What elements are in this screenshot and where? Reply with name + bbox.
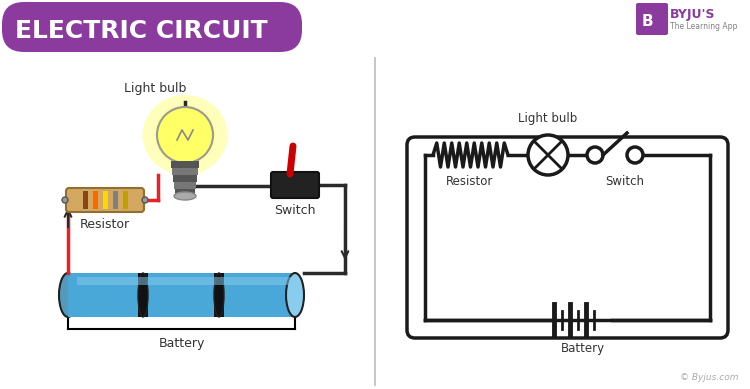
FancyBboxPatch shape [66,188,144,212]
Ellipse shape [138,273,148,317]
Bar [175,189,195,196]
Circle shape [157,107,213,163]
FancyBboxPatch shape [271,172,319,198]
Ellipse shape [214,273,224,317]
Bar [93,191,98,209]
Text: Light bulb: Light bulb [518,112,578,125]
Bar [113,191,118,209]
Text: © Byjus.com: © Byjus.com [680,373,738,382]
FancyBboxPatch shape [2,2,302,52]
Bar [174,182,196,189]
Circle shape [528,135,568,175]
Ellipse shape [59,273,77,317]
Circle shape [587,147,603,163]
Bar [171,161,199,168]
Text: ELECTRIC CIRCUIT: ELECTRIC CIRCUIT [15,19,268,43]
Bar [138,273,148,317]
Ellipse shape [142,95,227,175]
Text: Resistor: Resistor [80,218,130,231]
Bar [68,273,295,317]
Text: Resistor: Resistor [446,175,494,188]
Bar [123,191,128,209]
FancyBboxPatch shape [636,3,668,35]
Text: B: B [642,14,653,28]
FancyBboxPatch shape [407,137,728,338]
Circle shape [142,197,148,203]
Text: Switch: Switch [605,175,644,188]
Circle shape [62,197,68,203]
Ellipse shape [155,105,215,165]
Bar [214,273,224,317]
Ellipse shape [286,273,304,317]
Bar [77,277,295,285]
Bar [173,175,197,182]
Circle shape [627,147,643,163]
Text: The Learning App: The Learning App [670,21,737,30]
Text: Switch: Switch [274,204,316,217]
Text: Battery: Battery [158,337,205,350]
Bar [103,191,108,209]
Text: BYJU'S: BYJU'S [670,7,716,21]
Bar [83,191,88,209]
Text: Battery: Battery [560,342,604,355]
Bar [172,168,198,175]
Ellipse shape [174,192,196,200]
Text: Light bulb: Light bulb [124,82,186,95]
